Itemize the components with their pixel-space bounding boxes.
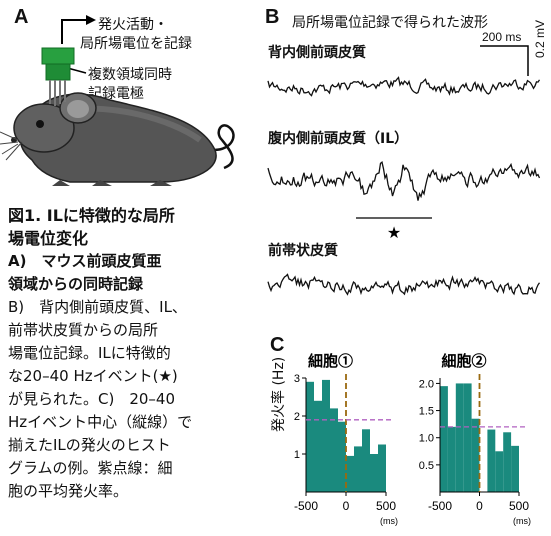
- mouse-eye: [36, 120, 44, 128]
- lfp-traces: ★: [267, 45, 541, 296]
- histogram-bar: [455, 383, 464, 492]
- histogram-bar: [370, 454, 378, 492]
- caption-line: Hzイベント中心（縦線）で: [8, 413, 193, 431]
- mouse-whiskers: [0, 131, 23, 161]
- figure-caption: 図1. ILに特徴的な局所 場電位変化 A) マウス前頭皮質亜 領域からの同時記…: [8, 204, 244, 503]
- y-tick-label: 1.5: [419, 406, 434, 418]
- panel-c-letter: C: [270, 334, 285, 356]
- x-tick-label: 500: [509, 499, 529, 513]
- arrow-label-line1: 発火活動・: [98, 17, 168, 33]
- y-tick-label: 2.0: [419, 378, 434, 390]
- scale-time-label: 200 ms: [482, 30, 522, 44]
- trace-label-il: 腹内側前頭皮質（IL）: [268, 131, 409, 147]
- histogram-bar: [511, 445, 519, 492]
- x-tick-label: -500: [294, 499, 318, 513]
- histogram-bar: [306, 381, 314, 492]
- caption-line: 揃えたILの発火のヒスト: [8, 436, 171, 454]
- record-arrow: [61, 19, 88, 44]
- trace-label-dmpfc: 背内側前頭皮質: [268, 45, 366, 61]
- caption-title-line1: 図1. ILに特徴的な局所: [8, 206, 175, 225]
- histogram-bar: [440, 386, 448, 492]
- mouse-head: [13, 103, 75, 153]
- trace-dmpfc: [267, 76, 541, 97]
- record-arrow-head: [86, 15, 96, 25]
- histogram-cell2: 細胞② 0.5 1.0 1.5 2.0 -500 0 500 (ms): [419, 352, 531, 526]
- electrode-label-line1: 複数領域同時: [88, 67, 172, 83]
- caption-title-line2: 場電位変化: [8, 229, 89, 248]
- histogram-title: 細胞②: [442, 352, 487, 370]
- x-unit-label: (ms): [513, 516, 531, 526]
- histogram-bar: [503, 432, 512, 492]
- event-star: ★: [387, 225, 401, 242]
- histogram-bar: [495, 451, 504, 492]
- trace-label-acc: 前帯状皮質: [268, 243, 338, 259]
- histogram-bar: [447, 426, 456, 492]
- caption-line: グラムの例。紫点線：細: [8, 459, 173, 477]
- panel-b-letter: B: [265, 6, 280, 28]
- x-tick-label: 0: [343, 499, 350, 513]
- histogram-bar: [330, 408, 338, 492]
- histogram-bar: [346, 455, 354, 492]
- y-tick-label: 3: [294, 373, 300, 385]
- y-tick-label: 1: [294, 449, 300, 461]
- x-unit-label: (ms): [380, 516, 398, 526]
- caption-line: 領域からの同時記録: [8, 275, 144, 293]
- caption-line: な20–40 Hzイベント(★): [8, 367, 178, 385]
- y-tick-label: 2: [294, 411, 300, 423]
- histogram-bar: [362, 429, 370, 492]
- scale-bar: [480, 45, 529, 76]
- histogram-bar: [487, 429, 496, 492]
- histogram-title: 細胞①: [308, 352, 353, 370]
- histogram-bar: [338, 421, 346, 492]
- x-tick-label: -500: [428, 499, 452, 513]
- histogram-bar: [471, 418, 480, 492]
- histogram-bar: [314, 400, 322, 492]
- histogram-bar: [354, 446, 362, 492]
- trace-acc: [267, 273, 541, 296]
- y-tick-label: 0.5: [419, 460, 434, 472]
- caption-line: A) マウス前頭皮質亜: [8, 252, 162, 270]
- panel-b-title: 局所場電位記録で得られた波形: [292, 15, 488, 31]
- mouse-illustration: [0, 15, 235, 186]
- trace-il: [267, 161, 541, 201]
- histogram-bar: [463, 383, 472, 492]
- caption-line: 前帯状皮質からの局所: [8, 321, 159, 339]
- caption-line: 場電位記録。ILに特徴的: [8, 344, 171, 362]
- histogram-cell1: 細胞① 1 2 3 -500 0 500 (ms): [294, 352, 398, 526]
- mouse-tail: [213, 124, 235, 170]
- histogram-bar: [322, 379, 330, 492]
- histogram-bar: [378, 444, 386, 492]
- caption-line: が見られた。C) 20–40: [8, 390, 176, 408]
- caption-line: B) 背内側前頭皮質、IL、: [8, 298, 187, 316]
- panel-a-letter: A: [14, 6, 29, 28]
- y-tick-label: 1.0: [419, 433, 434, 445]
- caption-line: 胞の平均発火率。: [8, 482, 129, 500]
- x-tick-label: 0: [476, 499, 483, 513]
- x-tick-label: 500: [376, 499, 396, 513]
- arrow-label-line2: 局所場電位を記録: [80, 36, 192, 52]
- electrode-body: [45, 63, 71, 81]
